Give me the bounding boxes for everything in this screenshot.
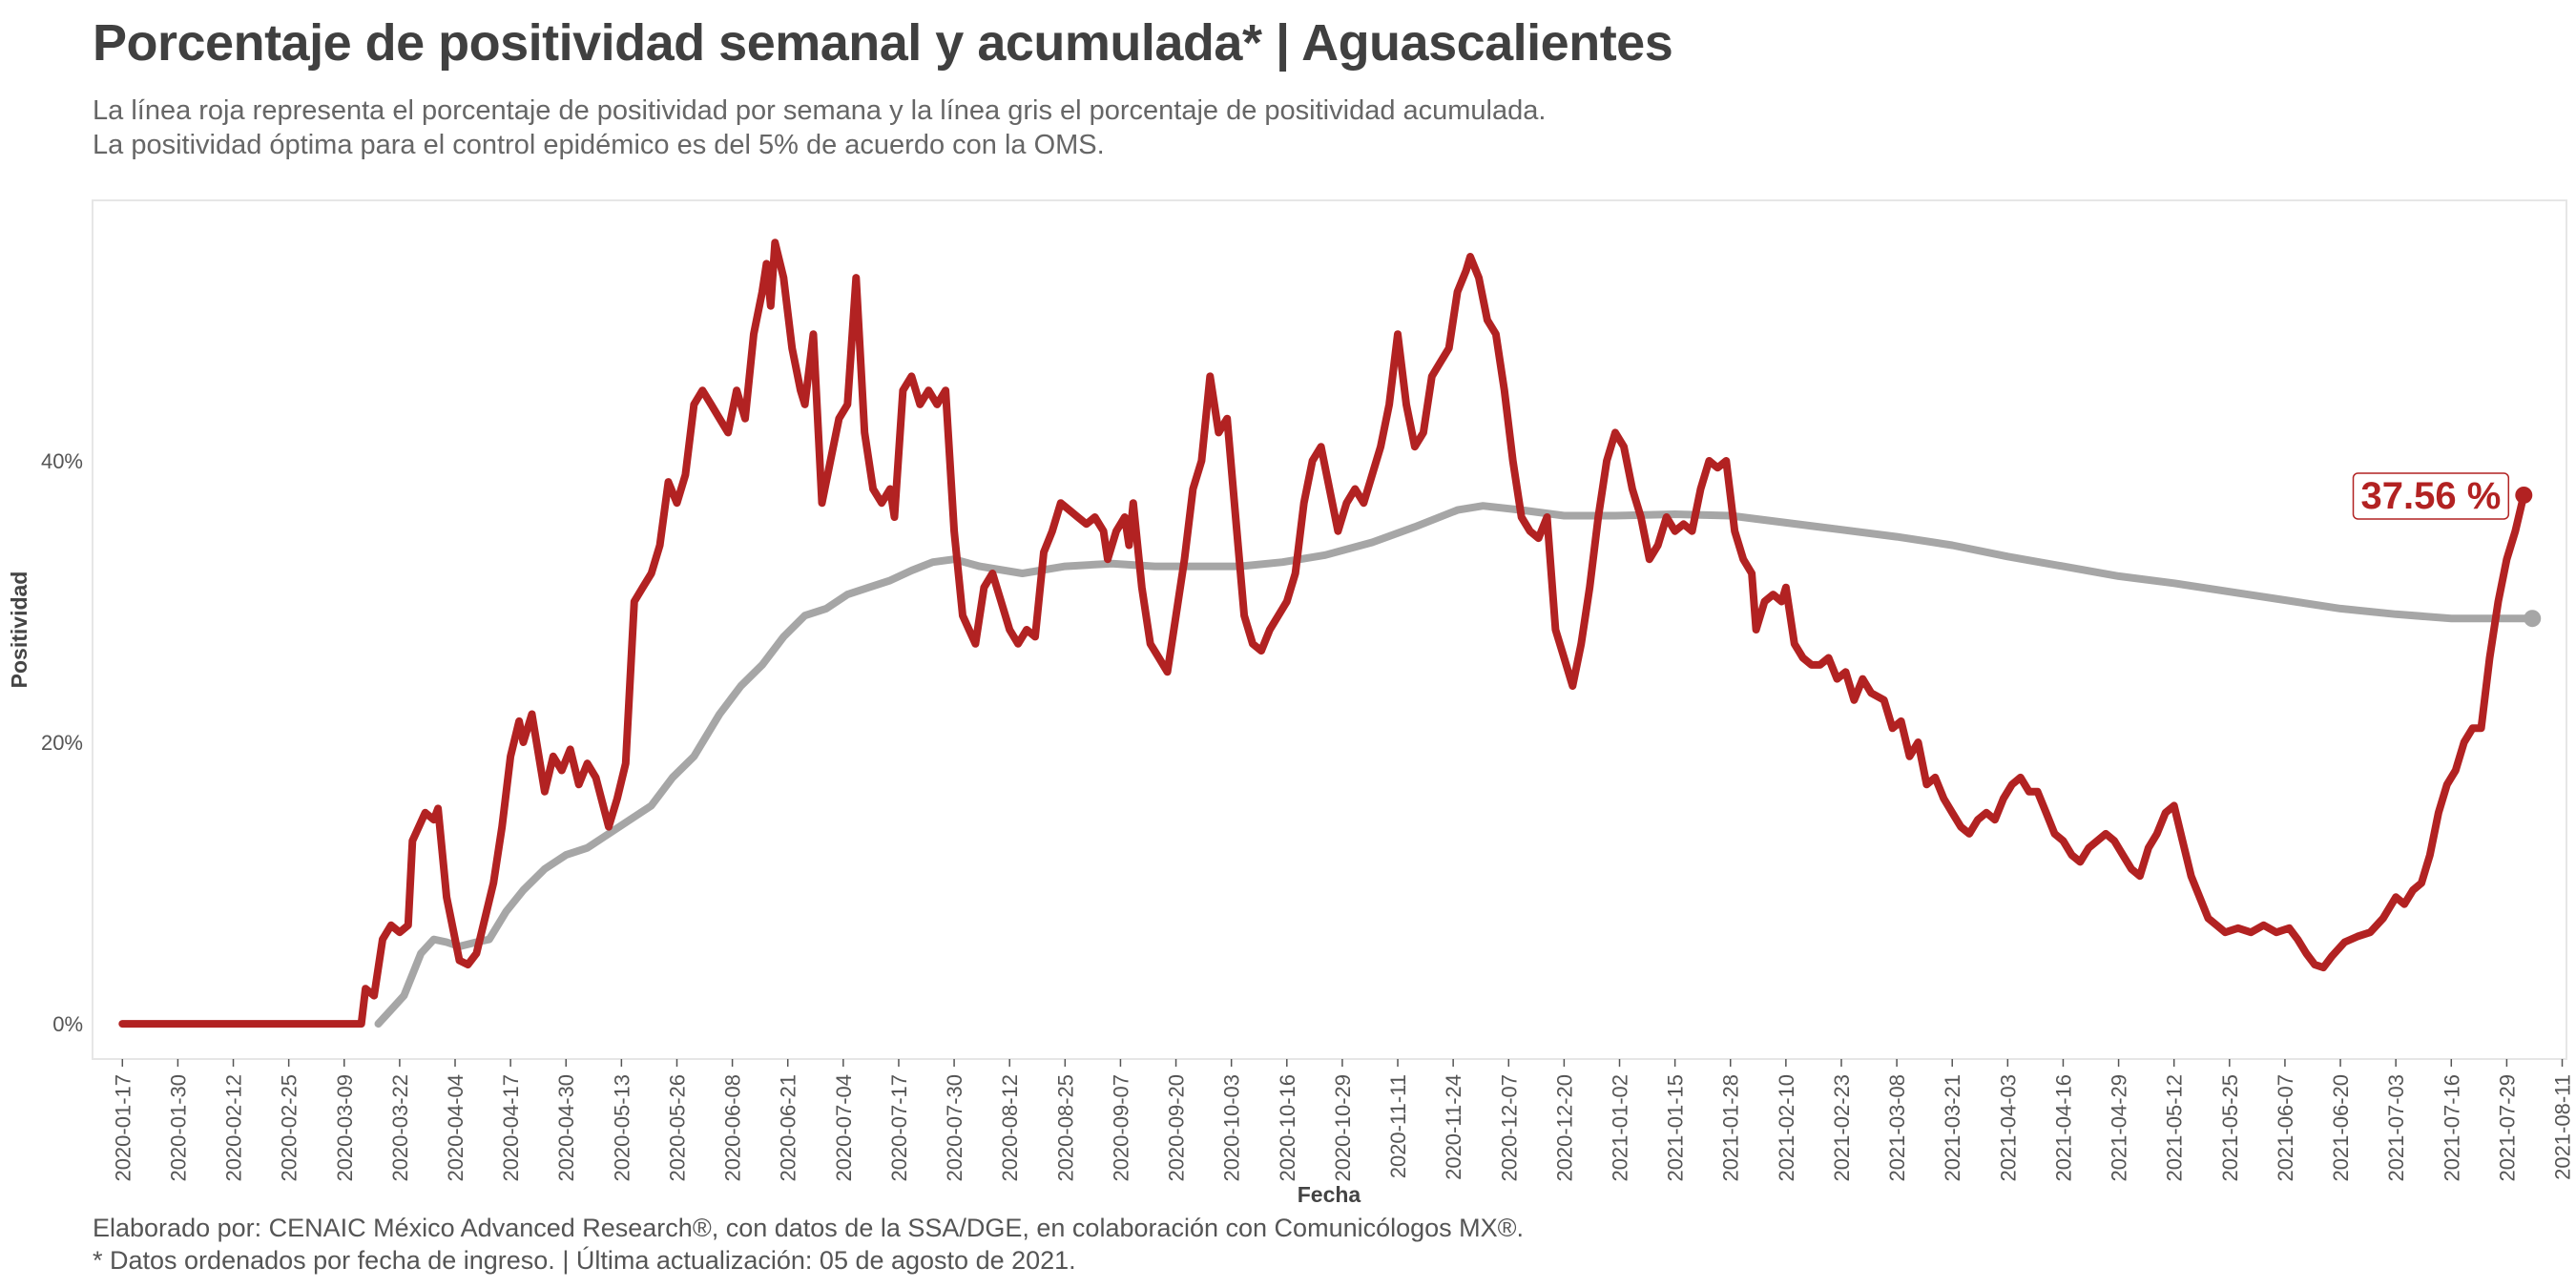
chart-subtitle: La línea roja representa el porcentaje d…	[93, 93, 1546, 162]
x-axis-title: Fecha	[1298, 1182, 1361, 1207]
x-tick-label: 2021-01-15	[1664, 1074, 1688, 1182]
x-tick-label: 2020-11-11	[1386, 1074, 1410, 1178]
x-tick-label: 2020-12-20	[1552, 1074, 1576, 1182]
x-tick-label: 2020-12-07	[1497, 1074, 1521, 1182]
x-tick-label: 2020-06-21	[777, 1074, 800, 1182]
y-tick-label: 40%	[41, 449, 83, 473]
x-tick-label: 2020-07-04	[832, 1074, 856, 1182]
x-tick-label: 2021-07-29	[2495, 1074, 2519, 1182]
x-tick-label: 2020-03-09	[333, 1074, 357, 1182]
x-tick-label: 2021-02-10	[1775, 1074, 1798, 1182]
x-tick-label: 2020-06-08	[721, 1074, 745, 1182]
x-tick-label: 2021-07-03	[2384, 1074, 2408, 1182]
x-tick-label: 2020-07-30	[943, 1074, 966, 1182]
weekly-positivity-line	[118, 239, 2528, 1028]
x-tick-label: 2020-09-07	[1109, 1074, 1132, 1182]
y-axis-ticks: 0% 20% 40%	[41, 449, 83, 1036]
x-tick-label: 2021-03-08	[1885, 1074, 1909, 1182]
y-axis-title: Positividad	[7, 571, 31, 689]
x-tick-label: 2020-09-20	[1165, 1074, 1189, 1182]
x-tick-label: 2021-07-16	[2440, 1074, 2463, 1182]
x-tick-label: 2021-03-21	[1941, 1074, 1964, 1182]
subtitle-line-2: La positividad óptima para el control ep…	[93, 130, 1105, 160]
x-tick-label: 2021-08-11	[2551, 1074, 2575, 1180]
x-tick-label: 2021-04-29	[2108, 1074, 2131, 1182]
x-tick-label: 2020-11-24	[1442, 1074, 1465, 1180]
x-tick-label: 2021-01-28	[1719, 1074, 1743, 1182]
y-tick-label: 20%	[41, 731, 83, 755]
end-value-text: 37.56 %	[2361, 475, 2502, 517]
y-tick-label: 0%	[52, 1012, 83, 1036]
x-tick-label: 2020-05-26	[665, 1074, 689, 1182]
x-tick-label: 2020-01-17	[111, 1074, 135, 1182]
x-tick-label: 2021-05-25	[2218, 1074, 2242, 1182]
cumulative-end-point	[2524, 610, 2542, 628]
x-tick-label: 2021-01-02	[1609, 1074, 1632, 1182]
caption-line-2: * Datos ordenados por fecha de ingreso. …	[93, 1246, 1076, 1275]
x-tick-label: 2021-06-20	[2329, 1074, 2353, 1182]
cumulative-positivity-line	[374, 502, 2537, 1028]
x-tick-label: 2020-08-12	[998, 1074, 1022, 1182]
end-value-box	[2352, 472, 2510, 520]
x-tick-label: 2020-08-25	[1053, 1074, 1077, 1182]
caption-line-1: Elaborado por: CENAIC México Advanced Re…	[93, 1214, 1525, 1242]
x-tick-label: 2020-10-29	[1331, 1074, 1355, 1182]
subtitle-line-1: La línea roja representa el porcentaje d…	[93, 95, 1547, 126]
chart-caption: Elaborado por: CENAIC México Advanced Re…	[93, 1212, 1524, 1277]
chart-title: Porcentaje de positividad semanal y acum…	[93, 14, 1673, 72]
x-tick-label: 2020-04-30	[554, 1074, 578, 1182]
weekly-end-value-label: 37.56 %	[2352, 472, 2510, 520]
x-axis-ticks: 2020-01-17 2020-01-30 2020-02-12 2020-02-25…	[111, 1059, 2575, 1182]
x-tick-label: 2021-04-16	[2051, 1074, 2075, 1182]
weekly-end-point	[2515, 486, 2533, 504]
x-tick-label: 2020-02-12	[222, 1074, 246, 1182]
x-tick-label: 2021-05-12	[2163, 1074, 2187, 1182]
x-tick-label: 2020-07-17	[887, 1074, 911, 1182]
series-layer	[118, 239, 2542, 1028]
x-tick-label: 2020-01-30	[166, 1074, 190, 1182]
x-tick-label: 2020-05-13	[610, 1074, 634, 1182]
x-tick-label: 2020-04-04	[444, 1074, 467, 1182]
x-tick-label: 2021-02-23	[1830, 1074, 1854, 1182]
x-tick-label: 2020-03-22	[388, 1074, 412, 1182]
x-tick-label: 2020-02-25	[278, 1074, 301, 1182]
plot-panel-border	[92, 199, 2567, 1060]
x-tick-label: 2020-04-17	[499, 1074, 523, 1182]
x-tick-label: 2021-04-03	[1996, 1074, 2020, 1182]
x-tick-label: 2020-10-16	[1276, 1074, 1299, 1182]
x-tick-label: 2020-10-03	[1220, 1074, 1244, 1182]
x-tick-label: 2021-06-07	[2274, 1074, 2297, 1182]
